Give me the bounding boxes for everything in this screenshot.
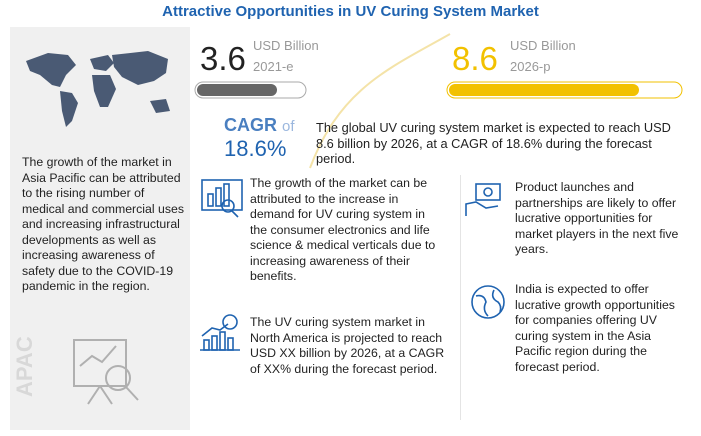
cagr-description: The global UV curing system market is ex… bbox=[316, 120, 671, 166]
stat-value: 3.6 bbox=[200, 40, 246, 77]
decor-swoosh bbox=[309, 33, 451, 169]
progress-bar bbox=[446, 81, 683, 99]
insight-icon bbox=[471, 285, 505, 319]
stat-year: 2026-p bbox=[510, 59, 551, 74]
title: Attractive Opportunities in UV Curing Sy… bbox=[162, 3, 539, 20]
insight-icon bbox=[465, 183, 501, 216]
region-label: APAC bbox=[12, 336, 37, 397]
insight-icon bbox=[200, 314, 240, 351]
insight-text: The growth of the market can be attribut… bbox=[250, 176, 436, 283]
stat-year: 2021-e bbox=[253, 59, 294, 74]
stat-unit: USD Billion bbox=[510, 38, 576, 53]
progress-bar bbox=[194, 81, 307, 99]
stat-value: 8.6 bbox=[452, 40, 498, 77]
cagr-of: of bbox=[282, 118, 295, 135]
stat-unit: USD Billion bbox=[253, 38, 319, 53]
cagr-value: 18.6% bbox=[224, 136, 287, 161]
cagr-text: CAGR bbox=[224, 115, 277, 135]
insight-text: The UV curing system market in North Ame… bbox=[250, 315, 445, 376]
insight-icon bbox=[201, 179, 243, 218]
insight-text: Product launches and partnerships are li… bbox=[515, 180, 679, 256]
sidebar: The growth of the market in Asia Pacific… bbox=[10, 27, 190, 430]
apac-icon bbox=[73, 339, 139, 405]
cagr-label: CAGR of bbox=[224, 115, 295, 136]
world-map bbox=[26, 51, 170, 127]
divider bbox=[460, 175, 461, 420]
insight-text: India is expected to offer lucrative gro… bbox=[515, 282, 675, 374]
sidebar-text: The growth of the market in Asia Pacific… bbox=[22, 155, 184, 293]
